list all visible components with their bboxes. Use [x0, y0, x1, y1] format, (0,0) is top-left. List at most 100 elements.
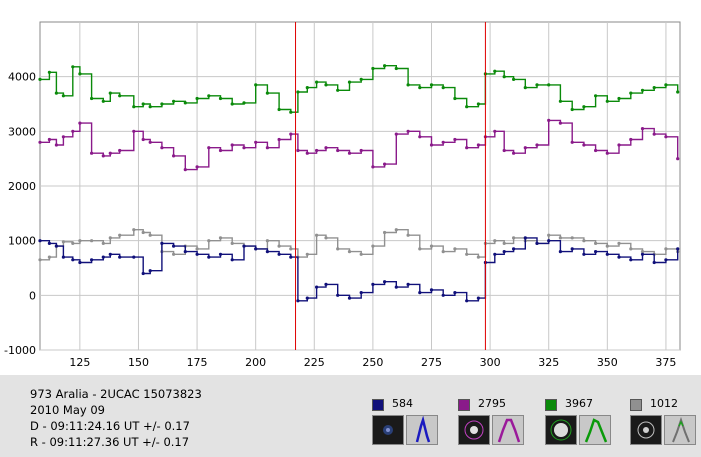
data-point	[336, 293, 340, 297]
data-point	[629, 91, 633, 95]
x-tick-label: 250	[362, 356, 383, 369]
data-point	[383, 230, 387, 235]
disappearance-time: D - 09:11:24.16 UT +/- 0.17	[30, 419, 190, 433]
data-point	[441, 86, 445, 90]
legend-swatch	[458, 399, 470, 411]
data-point	[296, 299, 300, 303]
data-point	[617, 255, 621, 259]
x-tick-label: 350	[597, 356, 618, 369]
data-point	[118, 255, 122, 259]
data-point	[108, 252, 112, 256]
star-profile-thumbnail	[406, 415, 438, 445]
data-point	[172, 154, 176, 158]
data-point	[148, 233, 152, 237]
data-point	[101, 241, 105, 245]
data-point	[289, 132, 293, 136]
data-point	[629, 137, 633, 142]
star-image-thumbnail	[458, 415, 490, 445]
data-point	[605, 252, 609, 256]
data-point	[629, 258, 633, 262]
data-point	[90, 151, 94, 155]
y-tick-label: -1000	[4, 344, 36, 357]
data-point	[429, 288, 434, 292]
data-point	[47, 137, 52, 142]
data-point	[172, 99, 176, 103]
legend-swatch	[545, 399, 557, 411]
data-point	[195, 96, 199, 101]
data-point	[652, 86, 656, 90]
data-point	[207, 146, 211, 150]
data-point	[336, 247, 340, 251]
data-point	[78, 260, 82, 265]
data-point	[511, 247, 516, 251]
legend-swatch	[630, 399, 642, 411]
data-point	[61, 94, 65, 98]
legend-label: 584	[392, 397, 413, 410]
data-point	[394, 285, 398, 289]
data-point	[676, 247, 680, 251]
data-point	[183, 101, 187, 105]
data-point	[535, 83, 539, 87]
data-point	[640, 250, 645, 254]
legend-swatch	[372, 399, 384, 411]
data-point	[315, 233, 319, 237]
data-point	[132, 228, 136, 232]
data-point	[141, 230, 145, 235]
data-point	[359, 77, 363, 81]
data-point	[315, 285, 319, 289]
star-image-thumbnail	[630, 415, 662, 445]
data-point	[429, 143, 434, 147]
data-point	[465, 252, 469, 256]
data-point	[141, 271, 145, 276]
data-point	[132, 255, 136, 259]
series-line-2795	[40, 119, 679, 171]
series-points-2795	[38, 118, 680, 172]
data-point	[502, 250, 506, 254]
data-point	[242, 244, 246, 248]
data-point	[664, 83, 668, 87]
x-tick-label: 275	[421, 356, 442, 369]
x-tick-label: 175	[187, 356, 208, 369]
data-point	[254, 247, 258, 251]
data-point	[617, 96, 621, 101]
data-point	[141, 102, 145, 106]
data-point	[172, 244, 176, 248]
data-point	[277, 244, 281, 248]
data-point	[476, 102, 480, 106]
x-tick-label: 225	[304, 356, 325, 369]
data-point	[108, 91, 112, 95]
data-point	[47, 70, 52, 74]
data-point	[38, 258, 42, 262]
data-point	[594, 241, 598, 245]
data-point	[547, 83, 551, 87]
data-point	[570, 107, 574, 112]
data-point	[558, 121, 563, 125]
data-point	[148, 105, 152, 109]
data-point	[502, 148, 506, 153]
data-point	[582, 252, 586, 256]
data-point	[406, 83, 410, 87]
data-point	[230, 241, 234, 245]
data-point	[38, 140, 42, 144]
data-point	[511, 151, 516, 155]
y-tick-label: 1000	[8, 235, 36, 248]
data-point	[289, 110, 293, 114]
data-point	[493, 239, 497, 243]
data-point	[558, 250, 563, 254]
data-point	[441, 293, 445, 297]
data-point	[218, 96, 223, 101]
y-tick-label: 0	[29, 289, 36, 302]
data-point	[453, 291, 457, 295]
object-name: 973 Aralia - 2UCAC 15073823	[30, 387, 202, 401]
data-point	[582, 105, 586, 109]
data-point	[54, 91, 59, 95]
data-point	[465, 299, 469, 303]
data-point	[277, 137, 281, 142]
data-point	[254, 140, 258, 144]
data-point	[347, 250, 352, 254]
data-point	[652, 260, 656, 265]
y-tick-label: 4000	[8, 71, 36, 84]
star-profile-thumbnail	[664, 415, 696, 445]
data-point	[305, 86, 309, 90]
data-point	[617, 241, 621, 245]
